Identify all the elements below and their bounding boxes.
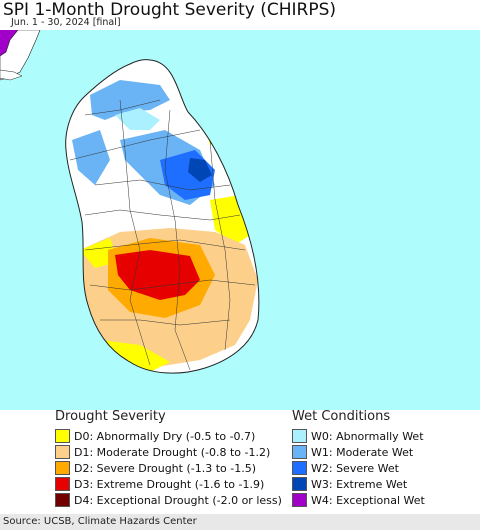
legend-label-w1: W1: Moderate Wet [311,445,414,459]
drought-legend: Drought Severity D0: Abnormally Dry (-0.… [55,409,282,508]
legend-item-d4: D4: Exceptional Drought (-2.0 or less) [55,492,282,508]
swatch-d4 [55,493,70,507]
legend-label-d3: D3: Extreme Drought (-1.6 to -1.9) [74,477,265,491]
legend-label-w3: W3: Extreme Wet [311,477,408,491]
legend-label-d2: D2: Severe Drought (-1.3 to -1.5) [74,461,257,475]
severity-overlay [72,80,258,372]
district-boundaries [69,99,256,371]
legend-item-w4: W4: Exceptional Wet [292,492,425,508]
map-subtitle: Jun. 1 - 30, 2024 [final] [8,17,124,28]
legend: Drought Severity D0: Abnormally Dry (-0.… [0,409,480,514]
northwest-wet-zone [72,130,110,185]
legend-item-w2: W2: Severe Wet [292,460,425,476]
swatch-d3 [55,477,70,491]
swatch-w0 [292,429,307,443]
legend-label-w4: W4: Exceptional Wet [311,493,425,507]
legend-label-d0: D0: Abnormally Dry (-0.5 to -0.7) [74,429,256,443]
legend-label-w0: W0: Abnormally Wet [311,429,424,443]
swatch-d1 [55,445,70,459]
swatch-w1 [292,445,307,459]
legend-label-w2: W2: Severe Wet [311,461,399,475]
legend-item-w3: W3: Extreme Wet [292,476,425,492]
south-dry-coast [100,340,170,372]
east-extreme-wet [188,158,212,182]
source-credit: Source: UCSB, Climate Hazards Center [0,514,480,530]
wet-legend-heading: Wet Conditions [292,409,391,424]
legend-item-w1: W1: Moderate Wet [292,444,425,460]
legend-item-d1: D1: Moderate Drought (-0.8 to -1.2) [55,444,282,460]
map-area [0,30,480,410]
legend-item-d0: D0: Abnormally Dry (-0.5 to -0.7) [55,428,282,444]
map-title: SPI 1-Month Drought Severity (CHIRPS) [3,0,337,20]
north-wet-zone [90,80,170,120]
island-outline [65,59,260,374]
legend-item-w0: W0: Abnormally Wet [292,428,425,444]
north-abnormal-wet [115,108,160,130]
swatch-w3 [292,477,307,491]
legend-label-d1: D1: Moderate Drought (-0.8 to -1.2) [74,445,271,459]
adams-bridge [0,69,23,81]
wet-legend: Wet Conditions W0: Abnormally Wet W1: Mo… [292,409,425,508]
legend-item-d3: D3: Extreme Drought (-1.6 to -1.9) [55,476,282,492]
swatch-d0 [55,429,70,443]
legend-item-d2: D2: Severe Drought (-1.3 to -1.5) [55,460,282,476]
swatch-w2 [292,461,307,475]
legend-label-d4: D4: Exceptional Drought (-2.0 or less) [74,493,282,507]
swatch-d2 [55,461,70,475]
swatch-w4 [292,493,307,507]
drought-legend-heading: Drought Severity [55,409,166,424]
sri-lanka-map [0,30,260,374]
